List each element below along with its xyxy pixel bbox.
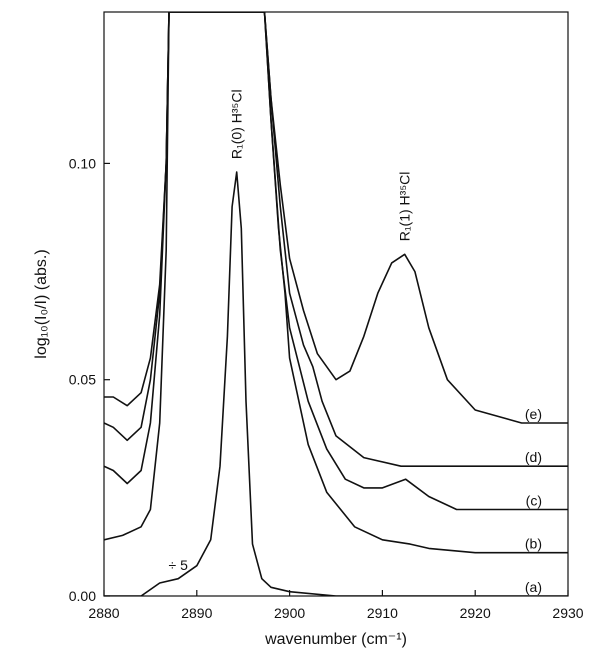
y-axis-title: log₁₀(I₀/I) (abs.)	[33, 249, 50, 358]
x-tick-label-5: 2930	[552, 605, 583, 621]
x-axis-title: wavenumber (cm⁻¹)	[264, 631, 407, 648]
series-label-1: (b)	[525, 536, 542, 552]
series-label-0: (a)	[525, 579, 542, 595]
x-tick-label-0: 2880	[88, 605, 119, 621]
x-tick-label-1: 2890	[181, 605, 212, 621]
label-layer: (a) (b) (c) (d) (e) 2880 2890 2900 2910 2920 2930 0…	[33, 89, 584, 648]
annotation-1: R₁(1) H³⁵Cl	[397, 172, 413, 242]
series-line-0	[104, 171, 568, 596]
axes-layer	[103, 11, 569, 597]
x-tick-label-4: 2920	[460, 605, 491, 621]
series-label-3: (d)	[525, 449, 542, 465]
plot-layer	[104, 12, 568, 596]
series-line-2	[104, 12, 568, 511]
x-tick-label-2: 2900	[274, 605, 305, 621]
annotation-0: R₁(0) H³⁵Cl	[229, 89, 245, 159]
series-line-4	[104, 12, 568, 424]
series-line-1	[104, 12, 568, 554]
y-tick-label-2: 0.10	[69, 155, 96, 171]
y-tick-label-0: 0.00	[69, 588, 96, 604]
plot-frame	[103, 11, 569, 597]
series-label-2: (c)	[526, 492, 542, 508]
series-label-4: (e)	[525, 406, 542, 422]
annotation-2: ÷ 5	[169, 557, 189, 573]
y-tick-label-1: 0.05	[69, 372, 96, 388]
series-line-3	[104, 12, 568, 467]
x-tick-label-3: 2910	[367, 605, 398, 621]
